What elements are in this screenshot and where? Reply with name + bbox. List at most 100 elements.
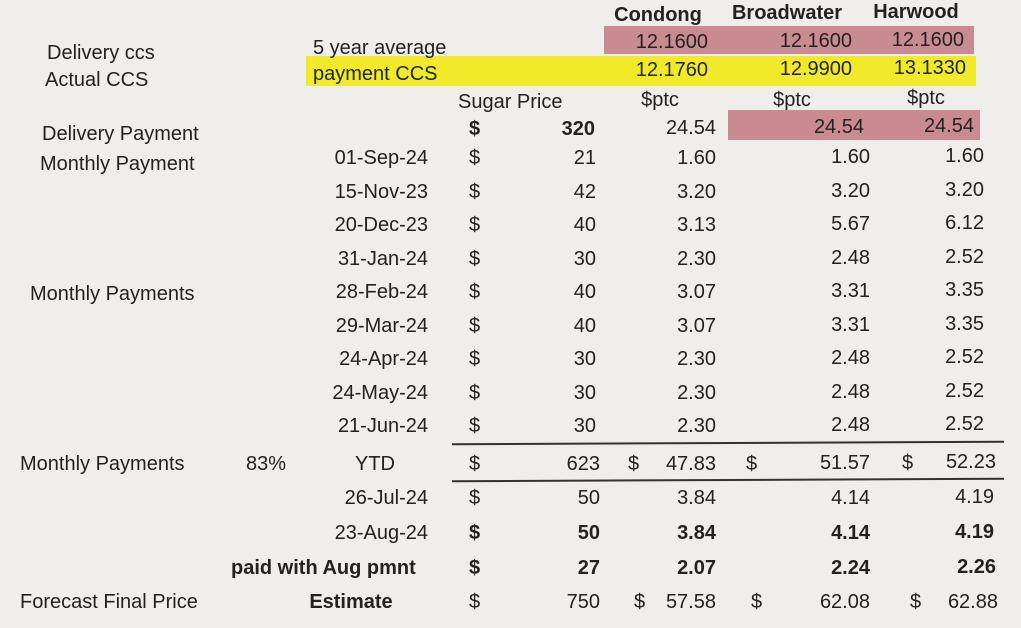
delivery-payment-highlight xyxy=(728,110,980,140)
row-sugar: 30 xyxy=(573,247,596,270)
payment-ccs-harwood: 13.1330 xyxy=(893,57,966,79)
label-sugar-price: Sugar Price xyxy=(458,91,563,113)
ytd-bottom-rule xyxy=(451,477,1005,483)
ytd-sugar: 623 xyxy=(566,453,600,475)
estimate-broadwater: 62.08 xyxy=(819,591,870,613)
row-sugar-dollar: $ xyxy=(469,214,481,236)
header-condong: Condong xyxy=(614,4,702,26)
five-year-average-condong: 12.1600 xyxy=(635,31,708,53)
ytd-sugar-dollar: $ xyxy=(469,453,481,475)
label-monthly-payments-mid: Monthly Payments xyxy=(30,283,195,305)
row-date: 24-Apr-24 xyxy=(339,348,428,370)
row-harwood: 1.60 xyxy=(945,145,984,167)
row-harwood: 2.52 xyxy=(945,413,984,435)
payment-ccs-broadwater: 12.9900 xyxy=(779,58,852,80)
row-sugar: 42 xyxy=(573,180,596,203)
later-row-broadwater: 4.14 xyxy=(831,487,870,509)
row-date: 20-Dec-23 xyxy=(334,214,428,236)
row-condong: 3.07 xyxy=(677,314,716,337)
row-sugar-dollar: $ xyxy=(469,381,481,404)
row-condong: 3.13 xyxy=(677,214,716,236)
later-row-harwood: 4.19 xyxy=(955,521,994,543)
paid-with-aug-condong: 2.07 xyxy=(677,557,716,579)
estimate-harwood: 62.88 xyxy=(947,591,998,613)
estimate-sugar: 750 xyxy=(566,591,600,613)
paid-with-aug-broadwater: 2.24 xyxy=(831,557,870,579)
payment-ccs-condong: 12.1760 xyxy=(635,59,708,81)
paid-with-aug-dollar: $ xyxy=(469,557,481,579)
row-harwood: 3.35 xyxy=(945,312,984,335)
delivery-payment-dollar: $ xyxy=(469,118,481,140)
paid-with-aug-harwood: 2.26 xyxy=(957,556,996,578)
row-harwood: 3.20 xyxy=(945,178,984,201)
row-sugar: 30 xyxy=(573,348,596,370)
row-broadwater: 2.48 xyxy=(831,414,870,436)
row-condong: 2.30 xyxy=(677,247,716,270)
later-row-date: 23-Aug-24 xyxy=(334,522,428,544)
label-forecast-final: Forecast Final Price xyxy=(20,591,198,613)
row-sugar: 40 xyxy=(573,314,596,337)
row-date: 15-Nov-23 xyxy=(334,180,428,203)
estimate-condong-dollar: $ xyxy=(634,591,646,613)
ytd-condong-dollar: $ xyxy=(628,453,640,475)
row-condong: 2.30 xyxy=(677,415,716,437)
later-row-sugar-dollar: $ xyxy=(469,487,481,509)
payment-ccs-highlight xyxy=(306,56,976,86)
row-harwood: 3.35 xyxy=(945,279,984,301)
row-condong: 2.30 xyxy=(677,348,716,370)
row-harwood: 2.52 xyxy=(945,379,984,402)
row-broadwater: 3.20 xyxy=(831,179,870,202)
row-sugar-dollar: $ xyxy=(469,147,481,169)
row-sugar: 30 xyxy=(573,415,596,437)
five-year-average-harwood: 12.1600 xyxy=(891,29,964,51)
ytd-harwood: 52.23 xyxy=(945,451,996,473)
label-monthly-payment: Monthly Payment xyxy=(40,153,195,175)
header-harwood: Harwood xyxy=(873,1,959,23)
row-sugar-dollar: $ xyxy=(469,247,481,270)
row-harwood: 2.52 xyxy=(945,346,984,368)
row-sugar-dollar: $ xyxy=(469,180,481,203)
row-date: 21-Jun-24 xyxy=(337,415,428,437)
row-condong: 3.20 xyxy=(677,180,716,203)
unit-broadwater: $ptc xyxy=(773,89,811,111)
row-sugar-dollar: $ xyxy=(469,281,481,303)
later-row-broadwater: 4.14 xyxy=(831,522,870,544)
row-broadwater: 2.48 xyxy=(831,347,870,369)
row-harwood: 2.52 xyxy=(945,245,984,268)
row-sugar: 30 xyxy=(573,381,596,404)
ytd-broadwater-dollar: $ xyxy=(746,453,758,475)
ytd-percent: 83% xyxy=(246,453,287,475)
label-estimate: Estimate xyxy=(309,591,393,613)
row-date: 01-Sep-24 xyxy=(334,147,428,169)
row-date: 28-Feb-24 xyxy=(335,281,428,303)
row-broadwater: 3.31 xyxy=(831,313,870,336)
five-year-average-highlight xyxy=(604,26,974,54)
label-delivery-ccs: Delivery ccs xyxy=(47,42,155,64)
header-broadwater: Broadwater xyxy=(731,2,843,24)
unit-condong: $ptc xyxy=(641,89,679,111)
row-broadwater: 5.67 xyxy=(831,213,870,235)
row-date: 24-May-24 xyxy=(332,381,428,404)
later-row-condong: 3.84 xyxy=(677,522,716,544)
row-sugar-dollar: $ xyxy=(469,348,481,370)
row-sugar-dollar: $ xyxy=(469,314,481,337)
later-row-condong: 3.84 xyxy=(677,487,716,509)
row-broadwater: 3.31 xyxy=(831,280,870,302)
later-row-harwood: 4.19 xyxy=(955,486,994,508)
ytd-condong: 47.83 xyxy=(665,453,716,475)
estimate-condong: 57.58 xyxy=(665,591,716,613)
row-broadwater: 1.60 xyxy=(831,146,870,168)
row-broadwater: 2.48 xyxy=(831,380,870,403)
label-five-year-average: 5 year average xyxy=(313,37,447,59)
delivery-payment-harwood: 24.54 xyxy=(923,115,974,137)
row-condong: 3.07 xyxy=(677,281,716,303)
ytd-harwood-dollar: $ xyxy=(902,452,914,474)
later-row-sugar: 50 xyxy=(577,487,600,509)
row-harwood: 6.12 xyxy=(945,212,984,234)
delivery-payment-broadwater: 24.54 xyxy=(813,116,864,138)
label-monthly-payments-ytd: Monthly Payments xyxy=(20,453,185,475)
later-row-sugar: 50 xyxy=(577,522,600,544)
five-year-average-broadwater: 12.1600 xyxy=(779,30,852,52)
delivery-payment-condong: 24.54 xyxy=(665,117,716,139)
